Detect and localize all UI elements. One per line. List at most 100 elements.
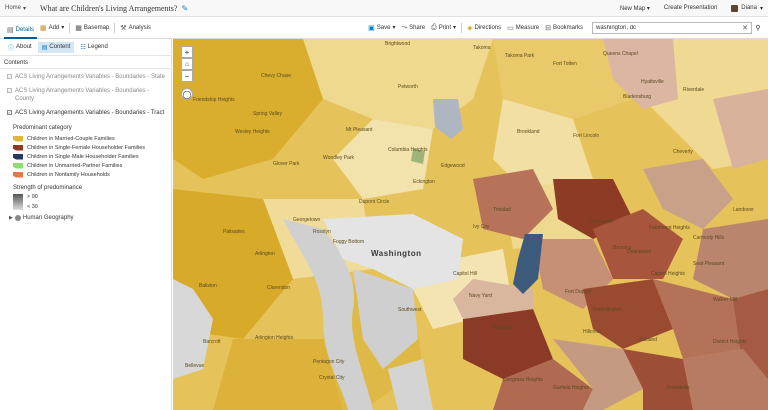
analysis-icon: ⚒ [120,24,127,32]
legend-icon: ☷ [80,44,86,51]
pencil-icon[interactable]: ✎ [181,3,189,13]
legend-label: Children in Married-Couple Families [27,135,115,142]
share-button[interactable]: ⤳ Share [398,21,428,35]
strength-scale: > 90 < 30 [13,194,171,210]
user-menu[interactable]: Diana ▾ [731,4,763,12]
legend-strength-title: Strength of predominance [13,185,83,191]
analysis-label: Analysis [128,24,151,31]
strength-gradient [13,194,23,210]
info-icon: ⓘ [8,45,15,52]
toolbar-divider [461,22,463,33]
layer-label: ACS Living Arrangements Variables - Boun… [15,74,165,80]
measure-label: Measure [515,24,540,31]
analysis-button[interactable]: ⚒ Analysis [117,21,154,35]
layer-legend: Predominant category Children in Married… [0,119,171,210]
layer-item-state[interactable]: ✓ ACS Living Arrangements Variables - Bo… [0,69,171,83]
locate-button[interactable]: ◯ [181,88,193,100]
map-title: What are Children's Living Arrangements? [40,3,178,13]
basemap-button[interactable]: ▦ Basemap [72,21,112,35]
chevron-down-icon: ▾ [23,5,27,12]
details-label: Details [15,26,34,33]
search-input[interactable] [596,24,741,31]
print-icon: ⎙ [431,23,437,31]
basemap-label: Basemap [83,24,110,31]
legend-swatch [13,153,23,160]
new-map-label: New Map [619,5,646,12]
strength-low-label: < 30 [27,204,38,210]
print-label: Print [438,24,452,31]
add-button[interactable]: ▦ Add ▾ [37,21,67,35]
legend-swatch [13,171,23,178]
layer-item-tract[interactable]: ✓ ACS Living Arrangements Variables - Bo… [0,105,171,119]
save-icon: ▣ [368,24,375,32]
home-menu[interactable]: Home ▾ [5,5,26,12]
new-map-menu[interactable]: New Map ▾ [620,5,650,12]
map-toolbar: ▤ Details ▦ Add ▾ ▦ Basemap ⚒ Analysis ▣… [0,17,768,39]
save-button[interactable]: ▣ Save ▾ [365,21,398,35]
globe-icon [14,215,21,221]
chevron-down-icon: ▾ [646,5,650,12]
directions-button[interactable]: ◈ Directions [464,21,504,35]
tab-content[interactable]: ▤ Content [37,41,75,53]
tab-label: About [16,44,32,50]
share-label: Share [409,24,426,31]
toolbar-divider [114,22,116,33]
close-icon[interactable]: ✕ [742,24,748,32]
map-view[interactable]: + ⌂ − ◯ Brightwood Takoma Takoma Park Fo… [173,39,768,410]
directions-label: Directions [474,24,502,31]
home-extent-button[interactable]: ⌂ [181,58,193,70]
layer-label: ACS Living Arrangements Variables - Boun… [15,88,150,102]
chevron-down-icon: ▾ [61,25,65,31]
panel-tabs: ⓘ About ▤ Content ☷ Legend [0,39,171,56]
legend-swatch [13,135,23,142]
bookmarks-label: Bookmarks [552,24,583,31]
create-presentation-link[interactable]: Create Presentation [663,5,718,11]
more-options-icon[interactable]: ··· [25,221,31,227]
measure-button[interactable]: ▭ Measure [504,21,542,35]
zoom-out-button[interactable]: − [181,70,193,82]
zoom-in-button[interactable]: + [181,46,193,58]
choropleth-map [173,39,768,410]
layer-item-human-geography[interactable]: ▶ Human Geography [0,210,171,221]
layer-checkbox[interactable]: ✓ [7,73,12,79]
legend-item: Children in Single-Male Householder Fami… [13,152,171,161]
layer-checkbox[interactable]: ✓ [7,109,12,115]
directions-icon: ◈ [467,24,473,32]
expand-arrow-icon[interactable]: ▶ [9,215,13,221]
tab-about[interactable]: ⓘ About [4,41,36,54]
search-box: ✕ [592,21,752,34]
measure-icon: ▭ [507,24,514,32]
legend-item: Children in Married-Couple Families [13,134,171,143]
bookmarks-button[interactable]: ⊟ Bookmarks [542,21,586,35]
share-icon: ⤳ [401,23,408,31]
layer-label: Human Geography [22,215,74,221]
layer-item-county[interactable]: ✓ ACS Living Arrangements Variables - Bo… [0,83,171,105]
tab-label: Legend [87,44,108,50]
legend-item: Children in Unmarried-Partner Families [13,161,171,170]
bookmark-icon: ⊟ [545,24,551,32]
avatar [731,4,739,12]
tab-legend[interactable]: ☷ Legend [76,42,111,53]
content-icon: ▤ [41,44,48,51]
search-icon[interactable]: ⚲ [755,24,761,32]
legend-label: Children in Nonfamily Households [27,171,110,178]
chevron-down-icon: ▾ [392,25,396,31]
legend-label: Children in Unmarried-Partner Families [27,162,123,169]
print-button[interactable]: ⎙ Print ▾ [428,21,459,35]
legend-swatch [13,144,23,151]
legend-item: Children in Nonfamily Households [13,170,171,179]
details-icon: ▤ [7,26,14,34]
toolbar-divider [69,22,71,33]
legend-category-title: Predominant category [13,125,72,131]
legend-label: Children in Single-Male Householder Fami… [27,153,139,160]
layer-label: ACS Living Arrangements Variables - Boun… [15,110,165,116]
app-header: Home ▾ What are Children's Living Arrang… [0,0,768,17]
layer-checkbox[interactable]: ✓ [7,87,12,93]
tab-label: Content [49,44,71,50]
basemap-icon: ▦ [75,24,82,32]
legend-swatch [13,162,23,169]
legend-label: Children in Single-Female Householder Fa… [27,144,145,151]
details-button[interactable]: ▤ Details [4,23,37,39]
legend-item: Children in Single-Female Householder Fa… [13,143,171,152]
user-name: Diana [741,5,757,11]
